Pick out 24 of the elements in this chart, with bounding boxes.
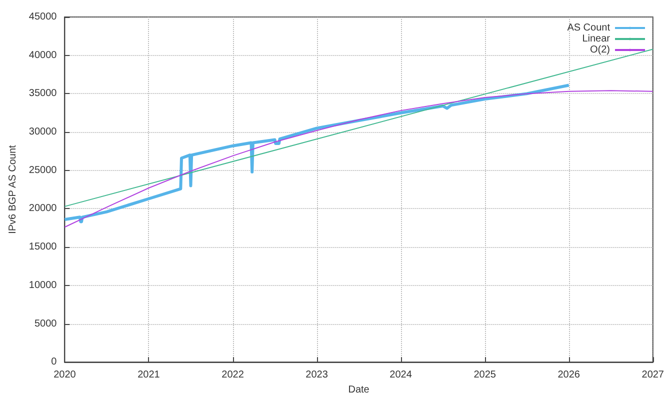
y-tick-label: 30000 [28, 126, 58, 138]
y-tick-label: 20000 [28, 203, 58, 214]
x-tick-label: 2020 [54, 370, 76, 381]
x-tick-label: 2026 [558, 370, 580, 381]
y-tick-label: 15000 [28, 242, 58, 253]
y-tick-label: 45000 [28, 12, 58, 22]
y-tick-label: 5000 [34, 318, 58, 330]
x-tick-label: 2027 [642, 370, 664, 381]
y-tick-label: 25000 [28, 164, 58, 176]
y-tick-label: 10000 [28, 280, 58, 291]
legend-label: Linear [582, 34, 611, 44]
x-axis-title: Date [348, 384, 370, 396]
y-tick-label: 40000 [28, 50, 58, 61]
x-tick-label: 2022 [222, 370, 244, 381]
y-tick-label: 35000 [28, 88, 58, 100]
legend-label: AS Count [567, 22, 610, 34]
y-tick-label: 0 [51, 356, 58, 368]
legend-label: O(2) [590, 44, 610, 56]
x-tick-label: 2024 [390, 370, 412, 381]
x-tick-label: 2021 [138, 370, 160, 381]
x-tick-label: 2023 [306, 370, 328, 381]
x-tick-label: 2025 [474, 370, 496, 381]
y-axis-title: IPv6 BGP AS Count [8, 144, 18, 234]
line-series [64, 90, 654, 228]
